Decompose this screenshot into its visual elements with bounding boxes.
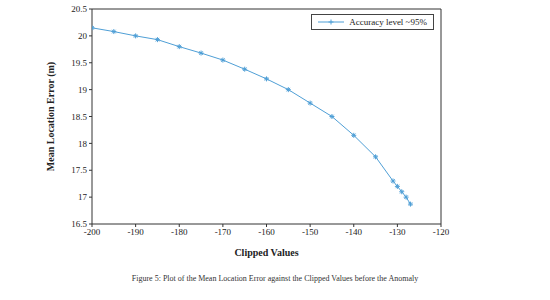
svg-text:18: 18 [78, 139, 88, 149]
html-text:Figure 5: Plot of the Mean Loc: Figure 5: Plot of the Mean Location Erro… [131, 274, 419, 283]
svg-text:-140: -140 [346, 227, 363, 237]
svg-text:18.5: 18.5 [71, 112, 87, 122]
svg-text:20.5: 20.5 [71, 4, 87, 14]
svg-text:-170: -170 [215, 227, 232, 237]
svg-text:-160: -160 [258, 227, 275, 237]
svg-text:-120: -120 [433, 227, 450, 237]
svg-text:Clipped Values: Clipped Values [234, 247, 298, 258]
svg-text:20: 20 [78, 31, 88, 41]
svg-text:19: 19 [78, 85, 88, 95]
svg-text:-180: -180 [171, 227, 188, 237]
svg-text:17: 17 [78, 192, 88, 202]
svg-text:-200: -200 [83, 227, 101, 238]
html-text:Accuracy level ~95%: Accuracy level ~95% [349, 17, 427, 27]
svg-text:-150: -150 [302, 227, 319, 237]
svg-text:16.5: 16.5 [71, 219, 87, 229]
svg-text:17.5: 17.5 [71, 165, 87, 175]
svg-text:-190: -190 [127, 227, 144, 237]
svg-text:-130: -130 [389, 227, 406, 237]
svg-text:19.5: 19.5 [71, 58, 87, 68]
svg-text:Mean Location Error (m): Mean Location Error (m) [45, 62, 57, 171]
